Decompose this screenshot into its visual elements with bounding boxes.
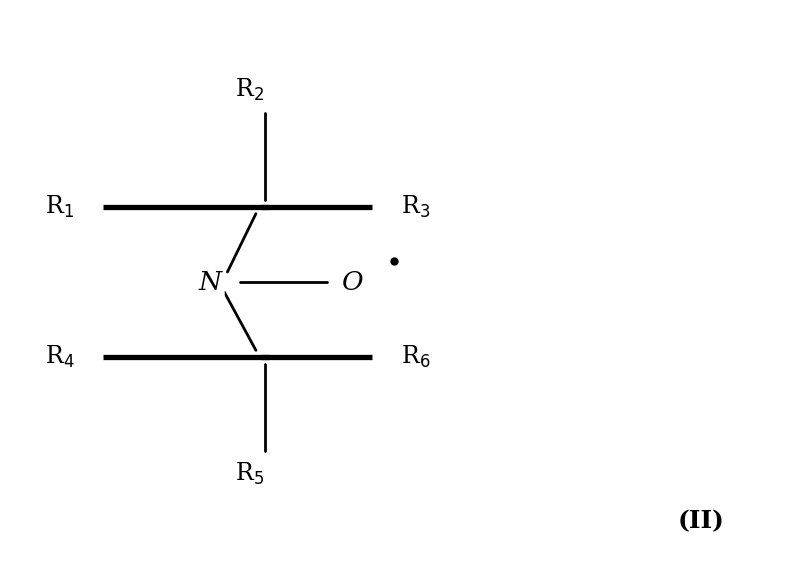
Text: N: N <box>198 270 222 294</box>
Text: R$_6$: R$_6$ <box>401 344 430 370</box>
Text: R$_3$: R$_3$ <box>402 194 430 220</box>
Text: R$_2$: R$_2$ <box>235 77 264 103</box>
Text: R$_1$: R$_1$ <box>45 194 74 220</box>
Text: (II): (II) <box>678 509 724 533</box>
Text: R$_5$: R$_5$ <box>235 461 264 487</box>
Text: R$_4$: R$_4$ <box>45 344 74 370</box>
Text: O: O <box>342 270 363 294</box>
